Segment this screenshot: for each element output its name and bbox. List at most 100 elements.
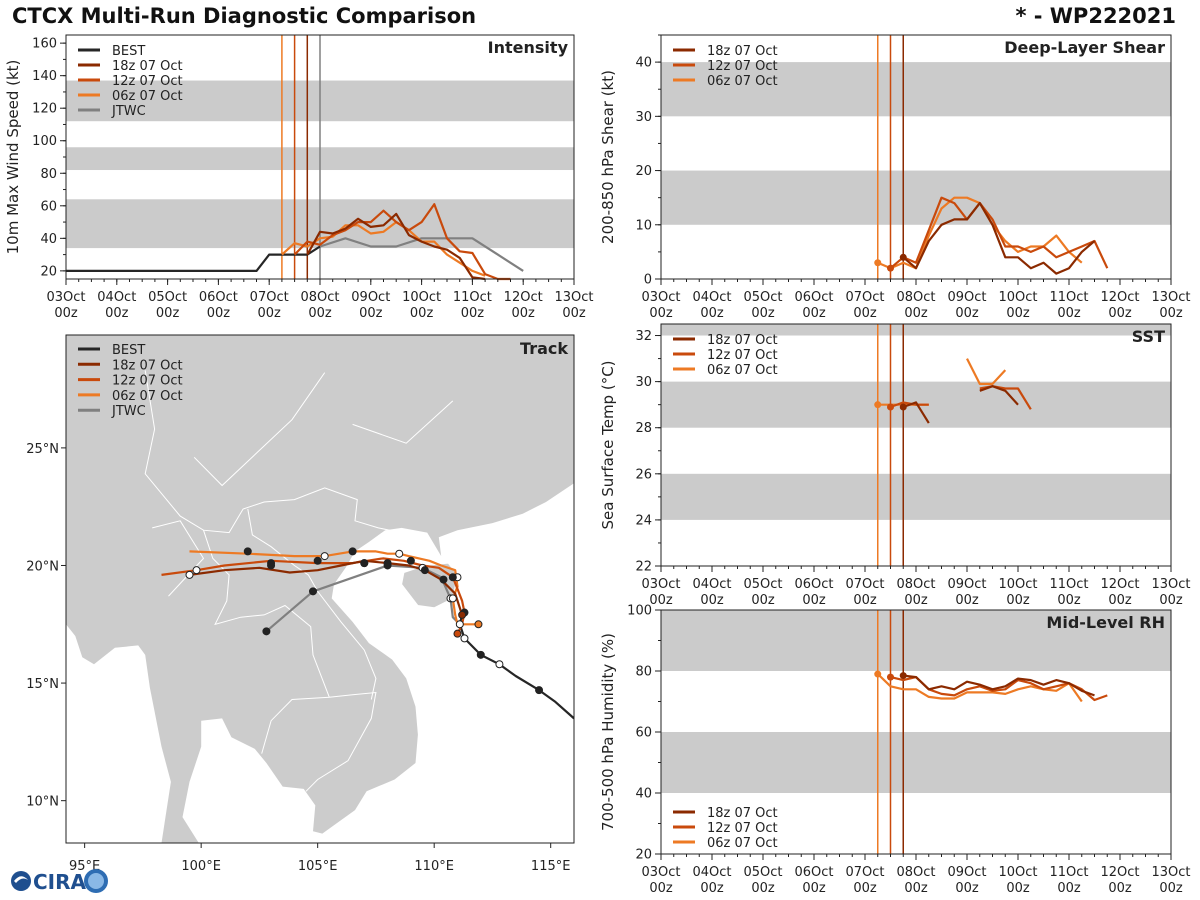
track-series-3-point [453,629,462,638]
shear-title: Deep-Layer Shear [1004,38,1165,57]
intensity-legend-label: 12z 07 Oct [112,74,183,89]
track-series-0-point [476,650,485,659]
sst-band-2 [661,324,1171,336]
track-border-4 [152,520,205,597]
rh-xtick-label: 11Oct [1049,865,1088,880]
cira-logo: CIRA [6,866,116,900]
track-series-3-point [313,556,322,565]
shear-xtick-label-hour: 00z [955,306,979,321]
logo-globe-icon [11,871,31,891]
shear-ytick-label: 20 [635,164,652,179]
rh-ylabel: 700-500 hPa Humidity (%) [599,633,617,831]
sst-xtick-label-hour: 00z [700,593,724,608]
shear-band-0 [661,170,1171,225]
track-series-1-point [262,627,271,636]
sst-band-0 [661,473,1171,520]
track-series-3-point [448,573,457,582]
track-ytick-label: 20°N [26,559,59,574]
rh-ytick-label: 40 [635,787,652,802]
rh-band-0 [661,732,1171,793]
track-border-6 [352,400,454,444]
track-ytick-label: 25°N [26,442,59,457]
intensity-ytick-label: 60 [40,199,57,214]
rh-xtick-label-hour: 00z [904,881,928,896]
sst-series-1 [966,358,1007,385]
shear-xtick-label-hour: 00z [802,306,826,321]
shear-xtick-label-hour: 00z [751,306,775,321]
intensity-xtick-label: 06Oct [199,290,238,305]
sst-legend-label: 18z 07 Oct [707,333,778,348]
sst-xtick-label: 11Oct [1049,577,1088,592]
intensity-ytick-label: 120 [32,102,57,117]
intensity-xtick-label-hour: 00z [461,306,485,321]
shear-xtick-label: 08Oct [896,290,935,305]
intensity-ytick-label: 100 [32,134,57,149]
shear-ytick-label: 40 [635,56,652,71]
sst-xtick-label-hour: 00z [649,593,673,608]
shear-xtick-label: 07Oct [845,290,884,305]
sst-ylabel: Sea Surface Temp (°C) [599,360,617,529]
shear-xtick-label-hour: 00z [700,306,724,321]
sst-ytick-label: 24 [635,513,652,528]
rh-legend-label: 06z 07 Oct [707,836,778,851]
track-legend-label: 06z 07 Oct [112,389,183,404]
shear-legend-label: 12z 07 Oct [707,59,778,74]
sst-series-5 [979,385,1019,406]
rh-xtick-label: 04Oct [692,865,731,880]
intensity-xtick-label-hour: 00z [359,306,383,321]
sst-xtick-label-hour: 00z [802,593,826,608]
intensity-title: Intensity [488,38,569,57]
track-series-0-point [460,634,469,643]
sst-xtick-label-hour: 00z [1006,593,1030,608]
sst-xtick-label-hour: 00z [1159,593,1183,608]
shear-xtick-label: 06Oct [794,290,833,305]
rh-xtick-label: 07Oct [845,865,884,880]
sst-title: SST [1132,327,1165,346]
intensity-xtick-label-hour: 00z [512,306,536,321]
rh-xtick-label-hour: 00z [1108,881,1132,896]
intensity-xtick-label: 08Oct [300,290,339,305]
intensity-xtick-label: 03Oct [46,290,85,305]
shear-series-2 [902,202,1096,275]
track-xtick-label: 110°E [414,859,454,874]
sst-xtick-label: 13Oct [1151,577,1190,592]
shear-legend-label: 18z 07 Oct [707,44,778,59]
shear-xtick-label-hour: 00z [1057,306,1081,321]
rh-xtick-label-hour: 00z [955,881,979,896]
intensity-xtick-label-hour: 00z [207,306,231,321]
track-series-4-point [185,570,194,579]
intensity-ytick-label: 140 [32,69,57,84]
track-series-3-point [406,556,415,565]
page-title: CTCX Multi-Run Diagnostic Comparison [12,4,477,28]
rh-xtick-label: 08Oct [896,865,935,880]
shear-xtick-label-hour: 00z [1159,306,1183,321]
rh-series-2 [903,674,1095,697]
shear-series-2-start-point [899,253,907,261]
track-series-4-point [267,561,276,570]
storm-id: * - WP222021 [1015,4,1176,28]
rh-band-1 [661,610,1171,671]
track-series-4-point [360,559,369,568]
track-series-2 [189,550,479,626]
sst-xtick-label-hour: 00z [1108,593,1132,608]
track-legend-label: 12z 07 Oct [112,374,183,389]
sst-xtick-label: 06Oct [794,577,833,592]
sst-xtick-label: 04Oct [692,577,731,592]
shear-panel: 01020304003Oct00z04Oct00z05Oct00z06Oct00… [599,34,1191,321]
track-title: Track [520,339,568,358]
track-series-2-point [474,620,483,629]
track-series-4-point [420,566,429,575]
track-series-0-point [495,660,504,669]
rh-xtick-label: 13Oct [1151,865,1190,880]
intensity-series-1 [319,237,524,272]
intensity-ylabel: 10m Max Wind Speed (kt) [4,60,22,255]
track-border-2 [247,508,377,700]
intensity-ytick-label: 40 [40,232,57,247]
shear-band-1 [661,62,1171,117]
rh-series-2-start-point [899,672,907,680]
intensity-xtick-label-hour: 00z [105,306,129,321]
intensity-panel: 2040608010012014016003Oct00z04Oct00z05Oc… [4,34,594,321]
rh-xtick-label: 05Oct [743,865,782,880]
sst-panel: 22242628303203Oct00z04Oct00z05Oct00z06Oc… [599,323,1191,608]
